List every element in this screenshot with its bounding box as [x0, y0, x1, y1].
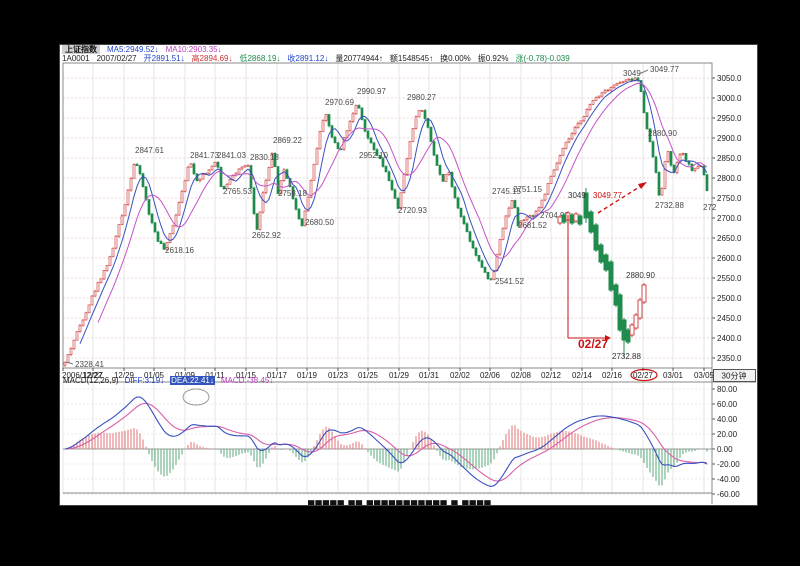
date-label: 01/23 [328, 371, 349, 380]
symbol-tab[interactable]: 上证指数 [62, 45, 100, 54]
date-label: 01/25 [358, 371, 379, 380]
crash-inset: 3049 3049.77 2880.90 2732.88 02/27 [557, 182, 655, 361]
price-annotation: 2880.90 [648, 129, 677, 138]
macd-histogram [63, 425, 712, 486]
svg-text:-20.00: -20.00 [717, 460, 740, 469]
svg-text:2900.0: 2900.0 [717, 134, 742, 143]
price-annotation: 2732.88 [655, 201, 684, 210]
price-annotation: 2745.15 [492, 187, 521, 196]
svg-text:2550.0: 2550.0 [717, 274, 742, 283]
date-label: 02/08 [511, 371, 532, 380]
price-annotation: 272 [703, 203, 717, 212]
price-annotation: 2681.52 [518, 221, 547, 230]
macd-ellipse-annotation [182, 388, 210, 406]
svg-text:80.00: 80.00 [717, 385, 738, 394]
svg-text:30分钟: 30分钟 [722, 371, 747, 381]
svg-text:2350.0: 2350.0 [717, 354, 742, 363]
svg-text:2650.0: 2650.0 [717, 234, 742, 243]
price-annotation: 3049.77 [650, 65, 679, 74]
chart-canvas: 3050.0 3000.0 2950.0 2900.0 2850.0 2800.0 2750… [62, 62, 756, 505]
candles [63, 76, 709, 367]
date-label: 12/29 [114, 371, 135, 380]
price-annotation: 2720.93 [398, 206, 427, 215]
date-label: 01/09 [175, 371, 196, 380]
date-label: 01/29 [389, 371, 410, 380]
date-label: 01/05 [144, 371, 165, 380]
price-annotation: 2970.69 [325, 98, 354, 107]
date-label: 2006/12/22 [62, 371, 103, 380]
inset-annotation: 2880.90 [626, 271, 655, 280]
date-label: 02/14 [572, 371, 593, 380]
grid [62, 63, 712, 495]
date-label: 01/15 [236, 371, 257, 380]
price-annotation: 2704.92 [540, 211, 569, 220]
svg-text:2750.0: 2750.0 [717, 194, 742, 203]
ma-lines [79, 79, 708, 344]
macd-lines [64, 396, 708, 487]
highlighted-date-circle [630, 368, 658, 382]
svg-text:-40.00: -40.00 [717, 475, 740, 484]
price-annotation: 2952.10 [359, 151, 388, 160]
svg-text:2850.0: 2850.0 [717, 154, 742, 163]
date-label: 02/16 [602, 371, 623, 380]
svg-text:0.00: 0.00 [717, 445, 733, 454]
price-annotation: 2841.73 [190, 151, 219, 160]
date-label: 12/27 [83, 371, 104, 380]
svg-text:20.00: 20.00 [717, 430, 738, 439]
price-annotation: 2869.22 [273, 136, 302, 145]
axis: 3050.0 3000.0 2950.0 2900.0 2850.0 2800.0 2750… [712, 74, 742, 499]
price-annotation: 2328.41 [75, 360, 104, 369]
svg-text:2950.0: 2950.0 [717, 114, 742, 123]
date-label: 03/01 [663, 371, 684, 380]
price-annotation: 2765.53 [223, 187, 252, 196]
svg-text:2400.0: 2400.0 [717, 334, 742, 343]
price-annotation: 2758.18 [278, 189, 307, 198]
svg-text:2450.0: 2450.0 [717, 314, 742, 323]
svg-text:2600.0: 2600.0 [717, 254, 742, 263]
price-annotation: 2680.50 [305, 218, 334, 227]
price-annotation: 2618.16 [165, 246, 194, 255]
price-annotation: 2541.52 [495, 277, 524, 286]
svg-text:40.00: 40.00 [717, 415, 738, 424]
chart-window: 上证指数 MA5:2949.52↓ MA10:2903.35↓ 1A0001 2… [59, 44, 758, 506]
date-label: 01/31 [419, 371, 440, 380]
svg-text:60.00: 60.00 [717, 400, 738, 409]
date-label: 03/05 [694, 371, 715, 380]
date-label: 01/19 [297, 371, 318, 380]
date-label: 02/02 [450, 371, 471, 380]
clipped-caption: ▄▄▄▄▄ ▄▄ ▄▄▄▄▄▄▄▄▄▄▄ ▄ ▄▄▄▄ [308, 495, 492, 505]
price-annotation: 3049 [623, 69, 641, 78]
date-label: 01/11 [205, 371, 225, 380]
crash-date-callout: 02/27 [578, 337, 608, 351]
svg-text:-60.00: -60.00 [717, 490, 740, 499]
price-annotation: 2830.18 [250, 153, 279, 162]
price-annotation: 2847.61 [135, 146, 164, 155]
svg-text:2800.0: 2800.0 [717, 174, 742, 183]
period-selector[interactable]: 30分钟 [713, 369, 756, 382]
price-annotation: 2990.97 [357, 87, 386, 96]
inset-annotation: 2732.88 [612, 352, 641, 361]
date-label: 02/27 [633, 371, 654, 380]
svg-text:3050.0: 3050.0 [717, 74, 742, 83]
date-label: 02/12 [541, 371, 562, 380]
price-annotation: 2841.03 [217, 151, 246, 160]
svg-text:2700.0: 2700.0 [717, 214, 742, 223]
inset-annotation: 3049 [568, 191, 586, 200]
price-annotation: 2980.27 [407, 93, 436, 102]
svg-text:3000.0: 3000.0 [717, 94, 742, 103]
svg-text:2500.0: 2500.0 [717, 294, 742, 303]
date-label: 02/06 [480, 371, 501, 380]
price-annotation: 2751.15 [513, 185, 542, 194]
price-annotation: 2652.92 [252, 231, 281, 240]
inset-annotation: 3049.77 [593, 191, 622, 200]
date-label: 01/17 [267, 371, 288, 380]
